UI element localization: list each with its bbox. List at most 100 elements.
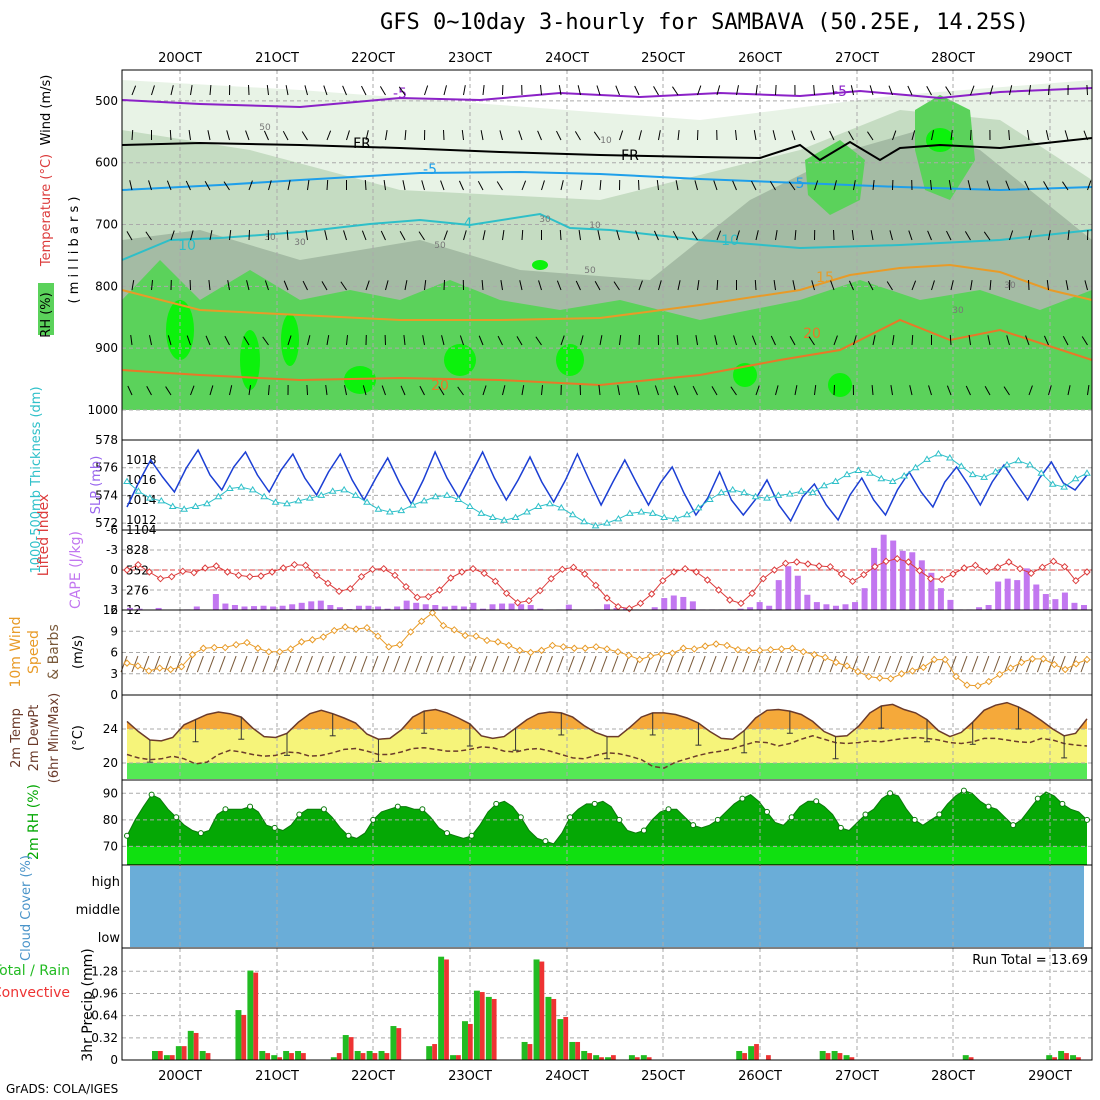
wind-speed-point: [548, 641, 557, 650]
wind-barb: [190, 385, 195, 396]
wind-barb-10m: [142, 655, 150, 673]
li-point: [391, 571, 399, 580]
wind-barb: [227, 280, 230, 291]
li-point: [290, 560, 299, 569]
wind-barb-10m: [295, 655, 303, 673]
wind-barb-10m: [131, 655, 139, 673]
thickness-point: [991, 467, 1000, 475]
wind-barb: [983, 231, 991, 241]
wind-barb: [848, 131, 854, 141]
temp-contour-20: [121, 318, 1093, 387]
li-point: [938, 575, 946, 584]
cape-bar: [1014, 580, 1021, 610]
rh2m-point: [567, 814, 574, 821]
thickness-point: [705, 495, 714, 503]
wind-barb: [502, 385, 506, 396]
li-point: [726, 596, 734, 604]
rh2m-point: [542, 838, 549, 845]
wind-barb: [656, 180, 659, 191]
thickness-point: [1014, 456, 1023, 464]
wind-barb-10m: [513, 655, 521, 673]
rh-cell: [828, 373, 852, 397]
precip-total-bar: [521, 1041, 528, 1060]
temperature-contours: [121, 87, 1093, 387]
thickness-point: [717, 488, 726, 496]
wind-barb: [928, 385, 932, 396]
cloud-axis-label: Cloud Cover (%): [19, 855, 34, 961]
cape-bar: [1042, 594, 1049, 610]
wind-barb: [984, 386, 991, 396]
wind-barb: [326, 130, 332, 141]
wind-barb-10m: [796, 655, 804, 673]
precip-total-bar: [533, 959, 540, 1060]
cape-bar: [1081, 605, 1087, 610]
wind-speed-point: [439, 621, 448, 630]
wind-barb: [478, 335, 484, 346]
thickness-point: [854, 466, 863, 473]
wind-speed-tick-label: 0: [110, 688, 118, 702]
wind-barb: [380, 230, 386, 241]
cape-bar: [527, 605, 534, 610]
li-point: [513, 598, 522, 607]
thickness-point: [500, 516, 509, 523]
thickness-point: [168, 502, 177, 509]
wind-barb: [970, 129, 972, 141]
li-point: [826, 562, 834, 571]
li-point: [1038, 563, 1047, 572]
wind-barb: [575, 280, 581, 291]
wind-barb: [422, 335, 425, 346]
precip-convective-bar: [551, 998, 557, 1060]
wind-barb: [909, 385, 913, 396]
wind-barb: [190, 85, 193, 96]
thickness-point: [580, 517, 589, 525]
x-tick-label-bottom: 28OCT: [931, 1069, 975, 1084]
wind-barb: [1028, 230, 1032, 241]
wind-speed-point: [516, 646, 524, 655]
rh-cell: [532, 260, 548, 270]
thickness-point: [363, 498, 371, 505]
wind-barb: [170, 85, 174, 96]
wind-barb: [850, 85, 854, 96]
thickness-tick-label: 574: [95, 488, 118, 502]
li-point: [536, 586, 544, 595]
precip-convective-bar: [384, 1053, 390, 1060]
wind-barb: [676, 334, 679, 346]
wind-barb: [321, 281, 328, 291]
wind-barb: [500, 280, 503, 291]
thickness-point: [1060, 483, 1069, 490]
thickness-axis-label: 1000-500mb Thickness (dm): [29, 386, 44, 573]
wind-barb: [127, 385, 133, 396]
wind-speed-point: [854, 667, 862, 676]
wind-barb-10m: [993, 655, 1001, 673]
precip-convective-bar: [193, 1032, 199, 1060]
wind-barb: [404, 280, 408, 291]
wind-barb: [1009, 85, 1013, 96]
wind-barb: [950, 280, 954, 291]
wind-axis-label: Speed: [26, 630, 42, 674]
cape-bar: [136, 608, 143, 610]
wind-barb: [775, 385, 779, 396]
wind-barb: [574, 131, 581, 141]
wind-barb: [1008, 129, 1010, 141]
li-point: [223, 568, 232, 576]
li-point: [592, 581, 600, 590]
slp-tick-label: 1016: [126, 473, 157, 487]
precip-convective-bar: [491, 998, 497, 1060]
wind-barb-10m: [720, 655, 728, 673]
cape-bar: [766, 605, 773, 610]
cape-bar: [985, 605, 992, 610]
wind-barb: [482, 85, 485, 96]
cape-bar: [222, 603, 229, 610]
cape-bar: [384, 608, 391, 610]
cape-bar: [1004, 578, 1011, 610]
wind-barb: [755, 85, 758, 96]
li-point: [212, 562, 221, 570]
wind-barb: [496, 181, 503, 191]
wind-speed-point: [177, 662, 186, 671]
wind-barb: [190, 230, 194, 241]
pressure-tick-label: 800: [95, 279, 118, 293]
x-tick-label-bottom: 25OCT: [641, 1069, 685, 1084]
precip-total-bar: [831, 1050, 838, 1060]
wind-barb: [635, 230, 640, 241]
